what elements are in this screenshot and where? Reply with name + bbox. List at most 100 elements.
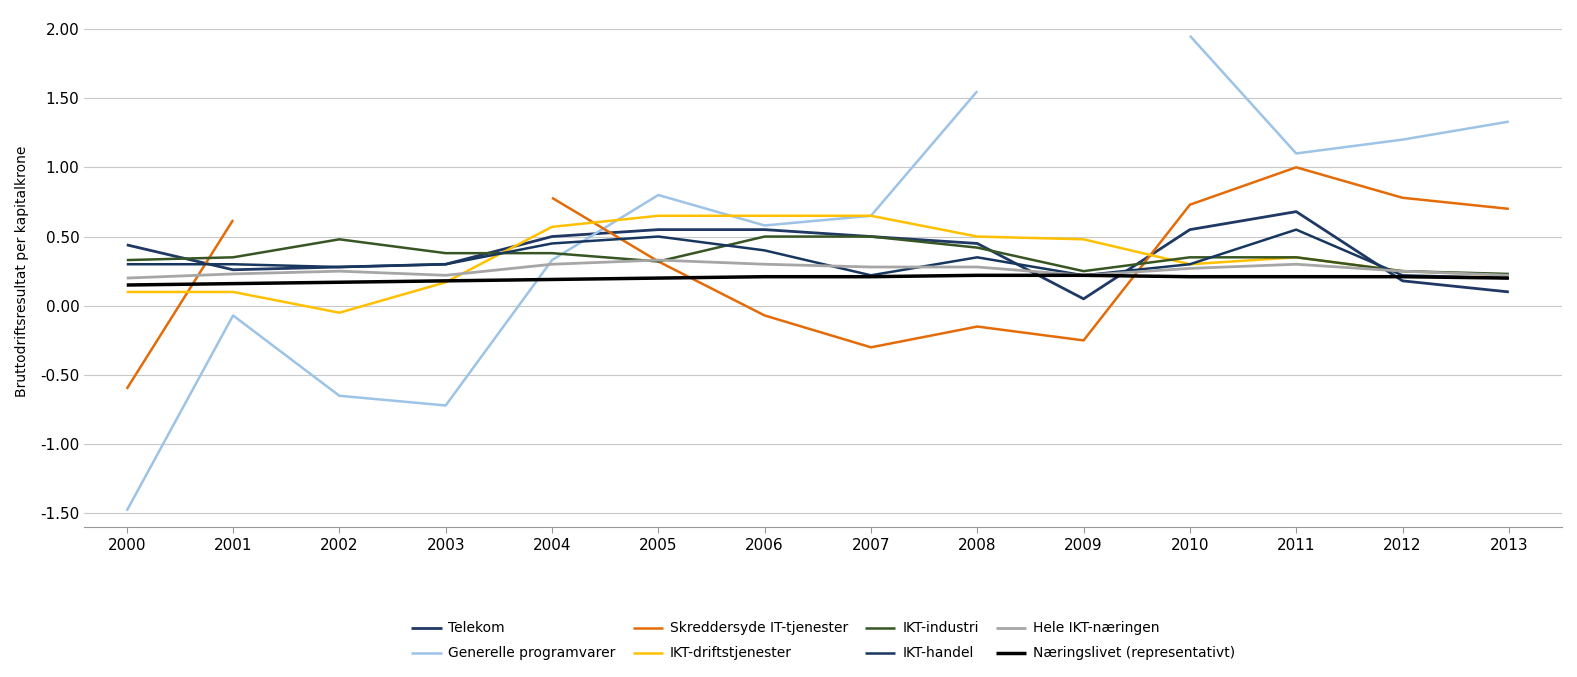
IKT-industri — [330, 235, 349, 243]
IKT-industri — [755, 232, 774, 240]
Skreddersyde IT-tjenester — [1287, 163, 1306, 171]
Skreddersyde IT-tjenester — [1181, 200, 1200, 209]
IKT-driftstjenester — [1287, 253, 1306, 261]
Telekom — [224, 265, 243, 274]
Telekom — [648, 225, 667, 234]
IKT-industri — [968, 244, 987, 252]
Hele IKT-næringen — [117, 274, 136, 282]
Hele IKT-næringen — [1074, 271, 1093, 280]
Generelle programvarer — [968, 87, 987, 95]
Næringslivet (representativt) — [542, 276, 561, 284]
Generelle programvarer — [224, 311, 243, 320]
Næringslivet (representativt) — [968, 271, 987, 280]
Skreddersyde IT-tjenester — [648, 257, 667, 265]
IKT-industri — [224, 253, 243, 261]
Hele IKT-næringen — [1181, 264, 1200, 272]
Generelle programvarer — [1287, 150, 1306, 158]
IKT-industri — [1181, 253, 1200, 261]
Næringslivet (representativt) — [1392, 273, 1411, 281]
Telekom — [117, 241, 136, 249]
Næringslivet (representativt) — [117, 281, 136, 289]
Hele IKT-næringen — [542, 260, 561, 268]
Skreddersyde IT-tjenester — [224, 216, 243, 224]
IKT-driftstjenester — [968, 232, 987, 240]
Skreddersyde IT-tjenester — [1074, 336, 1093, 345]
Line: IKT-driftstjenester: IKT-driftstjenester — [126, 216, 1509, 313]
Line: Næringslivet (representativt): Næringslivet (representativt) — [126, 276, 1509, 285]
Skreddersyde IT-tjenester — [1500, 204, 1519, 213]
Generelle programvarer — [117, 506, 136, 515]
IKT-driftstjenester — [1074, 235, 1093, 243]
IKT-driftstjenester — [648, 212, 667, 220]
IKT-industri — [861, 232, 880, 240]
Generelle programvarer — [1392, 135, 1411, 144]
Generelle programvarer — [648, 191, 667, 199]
IKT-driftstjenester — [437, 278, 456, 286]
IKT-handel — [330, 263, 349, 271]
IKT-handel — [1392, 271, 1411, 280]
Telekom — [1181, 225, 1200, 234]
Telekom — [1500, 288, 1519, 296]
IKT-industri — [437, 249, 456, 257]
Generelle programvarer — [437, 401, 456, 410]
Hele IKT-næringen — [755, 260, 774, 268]
Skreddersyde IT-tjenester — [861, 343, 880, 351]
IKT-driftstjenester — [117, 288, 136, 296]
IKT-handel — [1074, 271, 1093, 280]
IKT-industri — [1392, 267, 1411, 276]
IKT-industri — [117, 256, 136, 264]
Telekom — [437, 260, 456, 268]
IKT-handel — [117, 260, 136, 268]
Telekom — [968, 240, 987, 248]
Næringslivet (representativt) — [330, 278, 349, 286]
Hele IKT-næringen — [861, 263, 880, 271]
Telekom — [1392, 277, 1411, 285]
Telekom — [542, 232, 561, 240]
IKT-handel — [1287, 225, 1306, 234]
Line: Hele IKT-næringen: Hele IKT-næringen — [126, 260, 1509, 278]
Næringslivet (representativt) — [1287, 273, 1306, 281]
Line: IKT-handel: IKT-handel — [126, 230, 1509, 278]
Næringslivet (representativt) — [755, 273, 774, 281]
Y-axis label: Bruttodriftsresultat per kapitalkrone: Bruttodriftsresultat per kapitalkrone — [16, 146, 28, 397]
Hele IKT-næringen — [1287, 260, 1306, 268]
Telekom — [755, 225, 774, 234]
IKT-driftstjenester — [755, 212, 774, 220]
Næringslivet (representativt) — [437, 277, 456, 285]
Generelle programvarer — [542, 256, 561, 264]
Hele IKT-næringen — [1500, 271, 1519, 280]
Generelle programvarer — [861, 212, 880, 220]
IKT-driftstjenester — [542, 223, 561, 231]
Telekom — [861, 232, 880, 240]
Telekom — [1074, 294, 1093, 303]
IKT-driftstjenester — [861, 212, 880, 220]
Næringslivet (representativt) — [1500, 274, 1519, 282]
Telekom — [330, 263, 349, 271]
Hele IKT-næringen — [968, 263, 987, 271]
IKT-industri — [1074, 267, 1093, 276]
Næringslivet (representativt) — [648, 274, 667, 282]
Hele IKT-næringen — [437, 271, 456, 280]
IKT-handel — [968, 253, 987, 261]
IKT-handel — [542, 240, 561, 248]
Næringslivet (representativt) — [1074, 271, 1093, 280]
IKT-handel — [1500, 274, 1519, 282]
Skreddersyde IT-tjenester — [755, 311, 774, 320]
Line: IKT-industri: IKT-industri — [126, 236, 1509, 274]
IKT-industri — [1287, 253, 1306, 261]
Line: Generelle programvarer: Generelle programvarer — [126, 36, 1509, 510]
IKT-handel — [437, 260, 456, 268]
Line: Telekom: Telekom — [126, 212, 1509, 299]
Hele IKT-næringen — [1392, 267, 1411, 276]
IKT-handel — [861, 271, 880, 280]
IKT-handel — [1181, 260, 1200, 268]
IKT-handel — [648, 232, 667, 240]
Generelle programvarer — [755, 221, 774, 230]
Telekom — [1287, 208, 1306, 216]
Næringslivet (representativt) — [861, 273, 880, 281]
Generelle programvarer — [1181, 32, 1200, 40]
IKT-driftstjenester — [330, 309, 349, 317]
Skreddersyde IT-tjenester — [968, 322, 987, 330]
Næringslivet (representativt) — [224, 280, 243, 288]
Generelle programvarer — [1500, 118, 1519, 126]
